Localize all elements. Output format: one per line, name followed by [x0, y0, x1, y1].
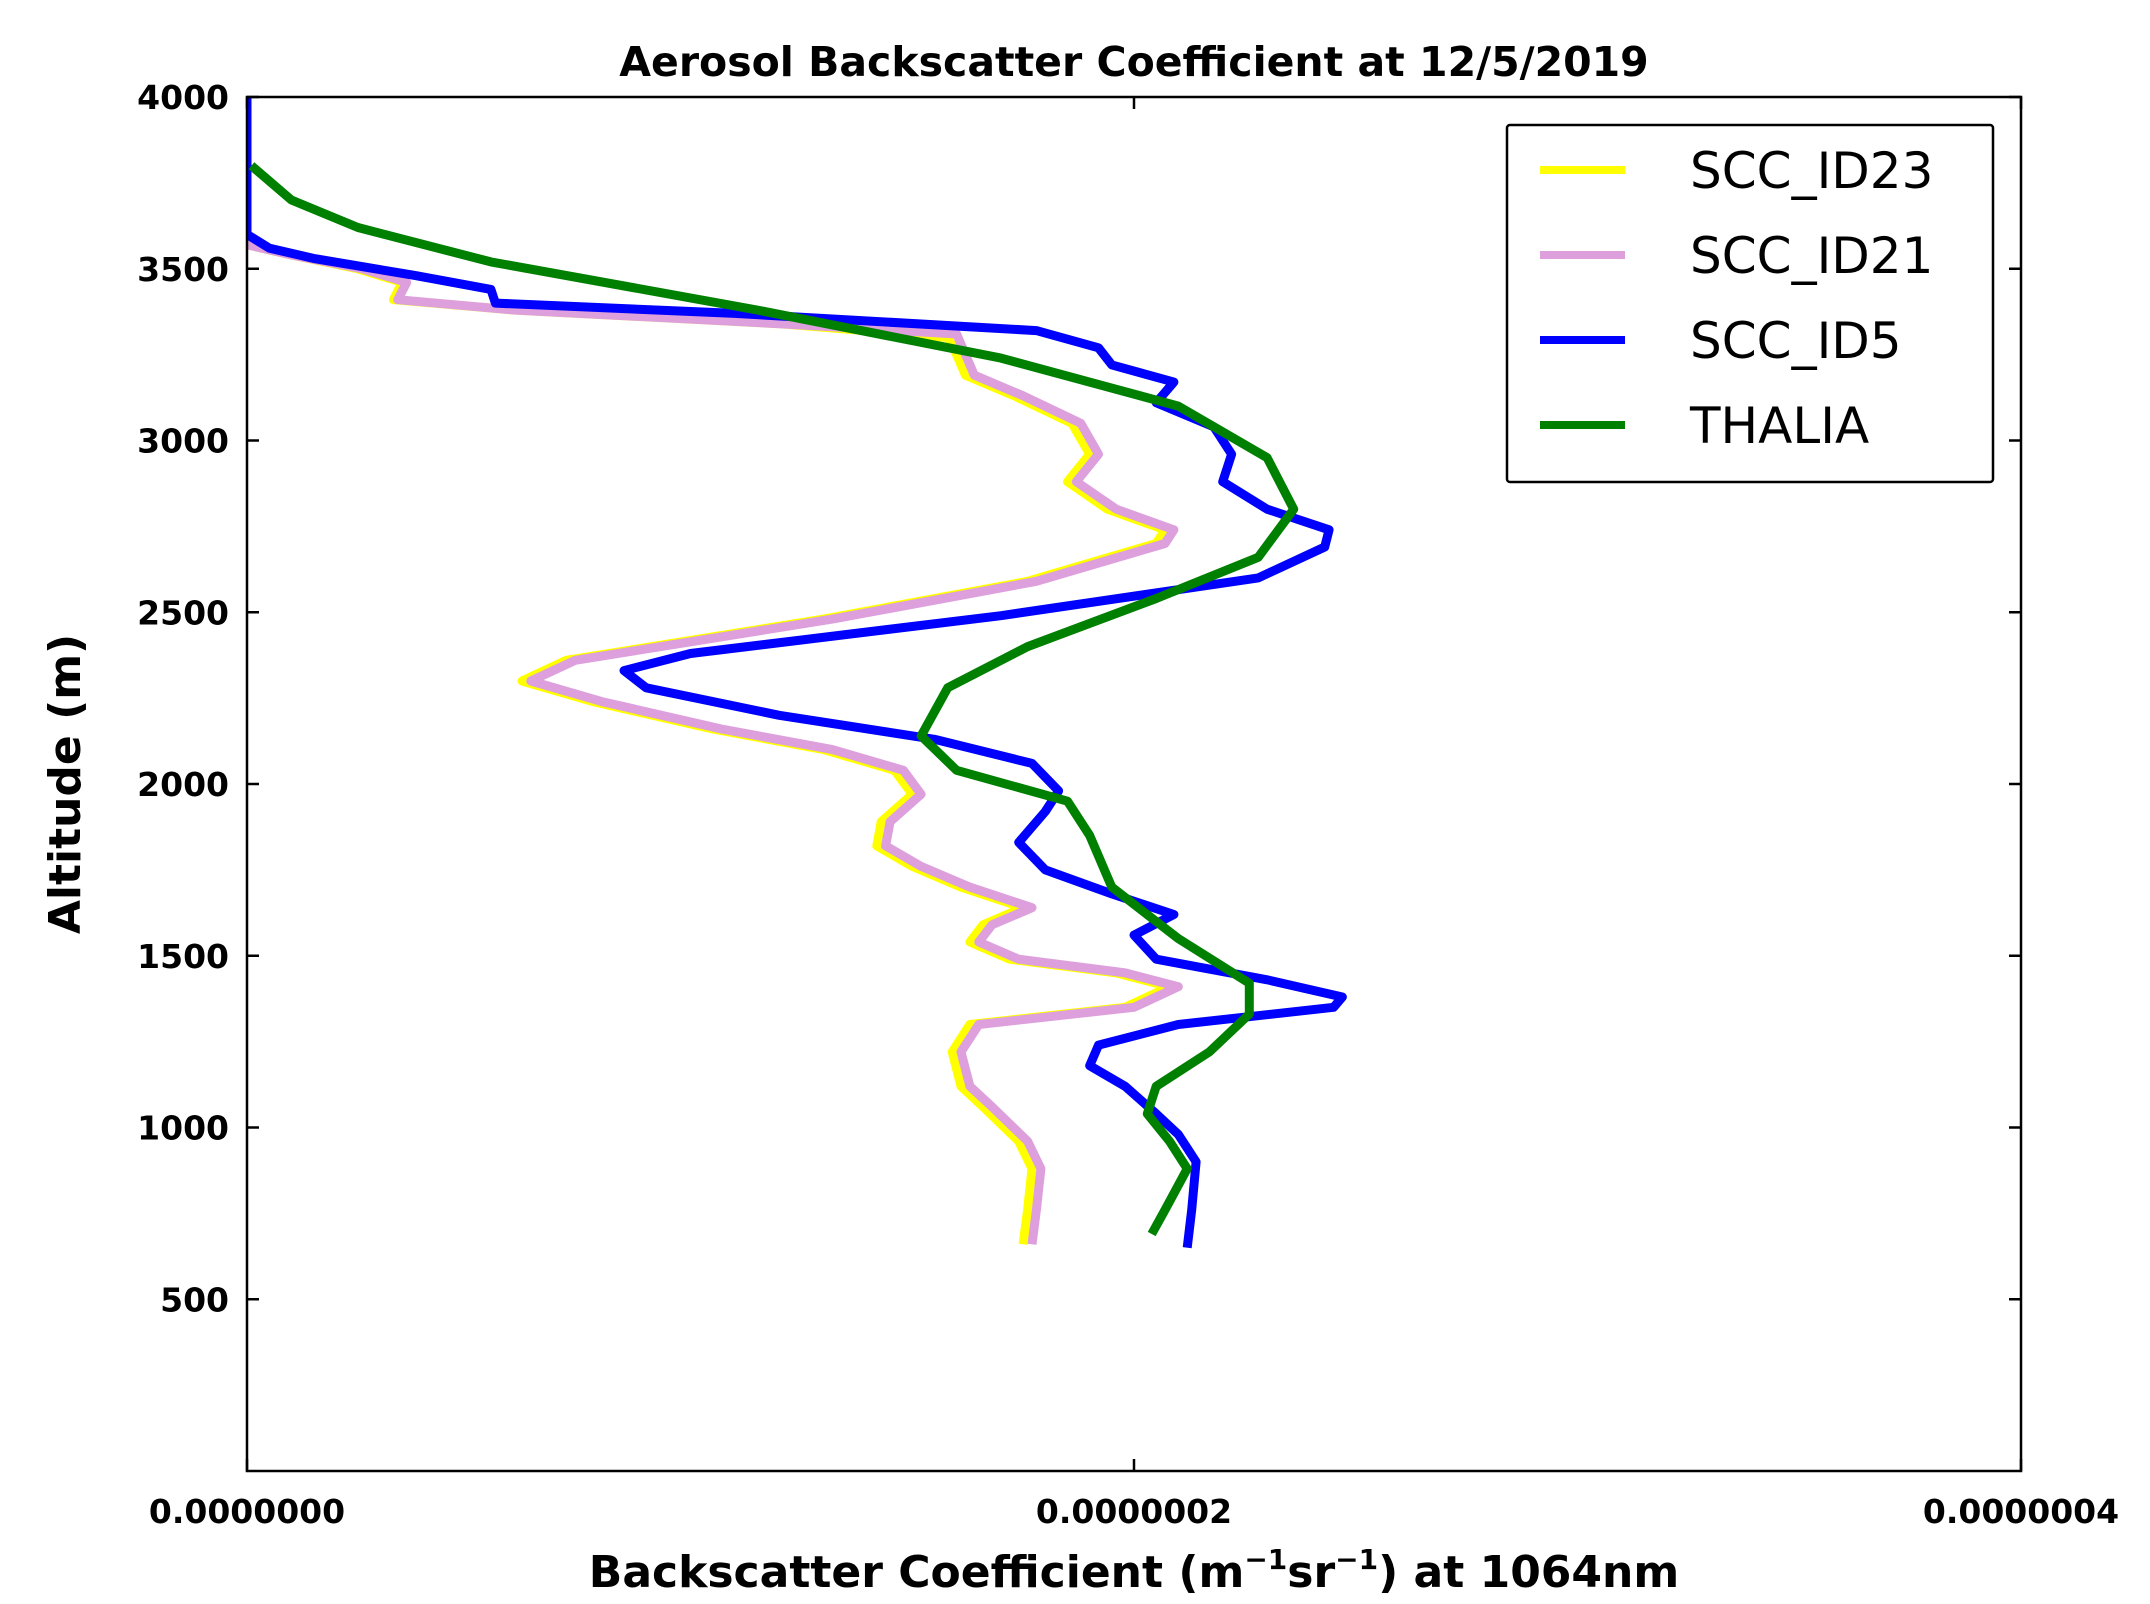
x-axis-label-prefix: Backscatter Coefficient (m — [589, 1547, 1245, 1598]
y-tick-label: 4000 — [137, 78, 229, 117]
chart-title: Aerosol Backscatter Coefficient at 12/5/… — [619, 38, 1648, 86]
y-tick-label: 500 — [160, 1280, 229, 1319]
x-tick-label: 0.0000004 — [1923, 1492, 2119, 1531]
y-tick-label: 1500 — [137, 937, 229, 976]
y-tick-label: 2000 — [137, 765, 229, 804]
x-axis-label-suffix: ) at 1064nm — [1378, 1547, 1679, 1598]
series-line-scc-id21 — [247, 240, 1183, 1245]
series-line-thalia — [248, 162, 1299, 1237]
ticks-layer: 500 1000 1500 2000 2500 3000 3500 4000 0.0000000… — [137, 78, 2119, 1531]
legend-box — [1505, 123, 1995, 484]
y-tick-label: 2500 — [137, 593, 229, 632]
y-tick-label: 1000 — [137, 1109, 229, 1148]
y-tick-label: 3500 — [137, 250, 229, 289]
legend-label-scc-id21: SCC_ID21 — [1690, 227, 1933, 285]
series-line-scc-id5 — [247, 97, 1347, 1249]
legend-label-thalia: THALIA — [1689, 397, 1869, 455]
legend-label-scc-id5: SCC_ID5 — [1690, 312, 1902, 370]
y-axis-label: Altitude (m) — [40, 634, 91, 934]
y-tick-label: 3000 — [137, 422, 229, 461]
x-tick-label: 0.0000002 — [1036, 1492, 1232, 1531]
x-axis-label-sr-exponent: −1 — [1335, 1543, 1378, 1576]
x-tick-label: 0.0000000 — [149, 1492, 345, 1531]
x-axis-label-middle: sr — [1287, 1547, 1335, 1598]
x-axis-label: Backscatter Coefficient (m−1sr−1) at 106… — [589, 1543, 1679, 1598]
x-axis-label-m-exponent: −1 — [1244, 1543, 1287, 1576]
legend-label-scc-id23: SCC_ID23 — [1690, 142, 1933, 200]
series-layer — [247, 97, 1347, 1249]
legend: SCC_ID23 SCC_ID21 SCC_ID5 THALIA — [1505, 123, 1995, 484]
